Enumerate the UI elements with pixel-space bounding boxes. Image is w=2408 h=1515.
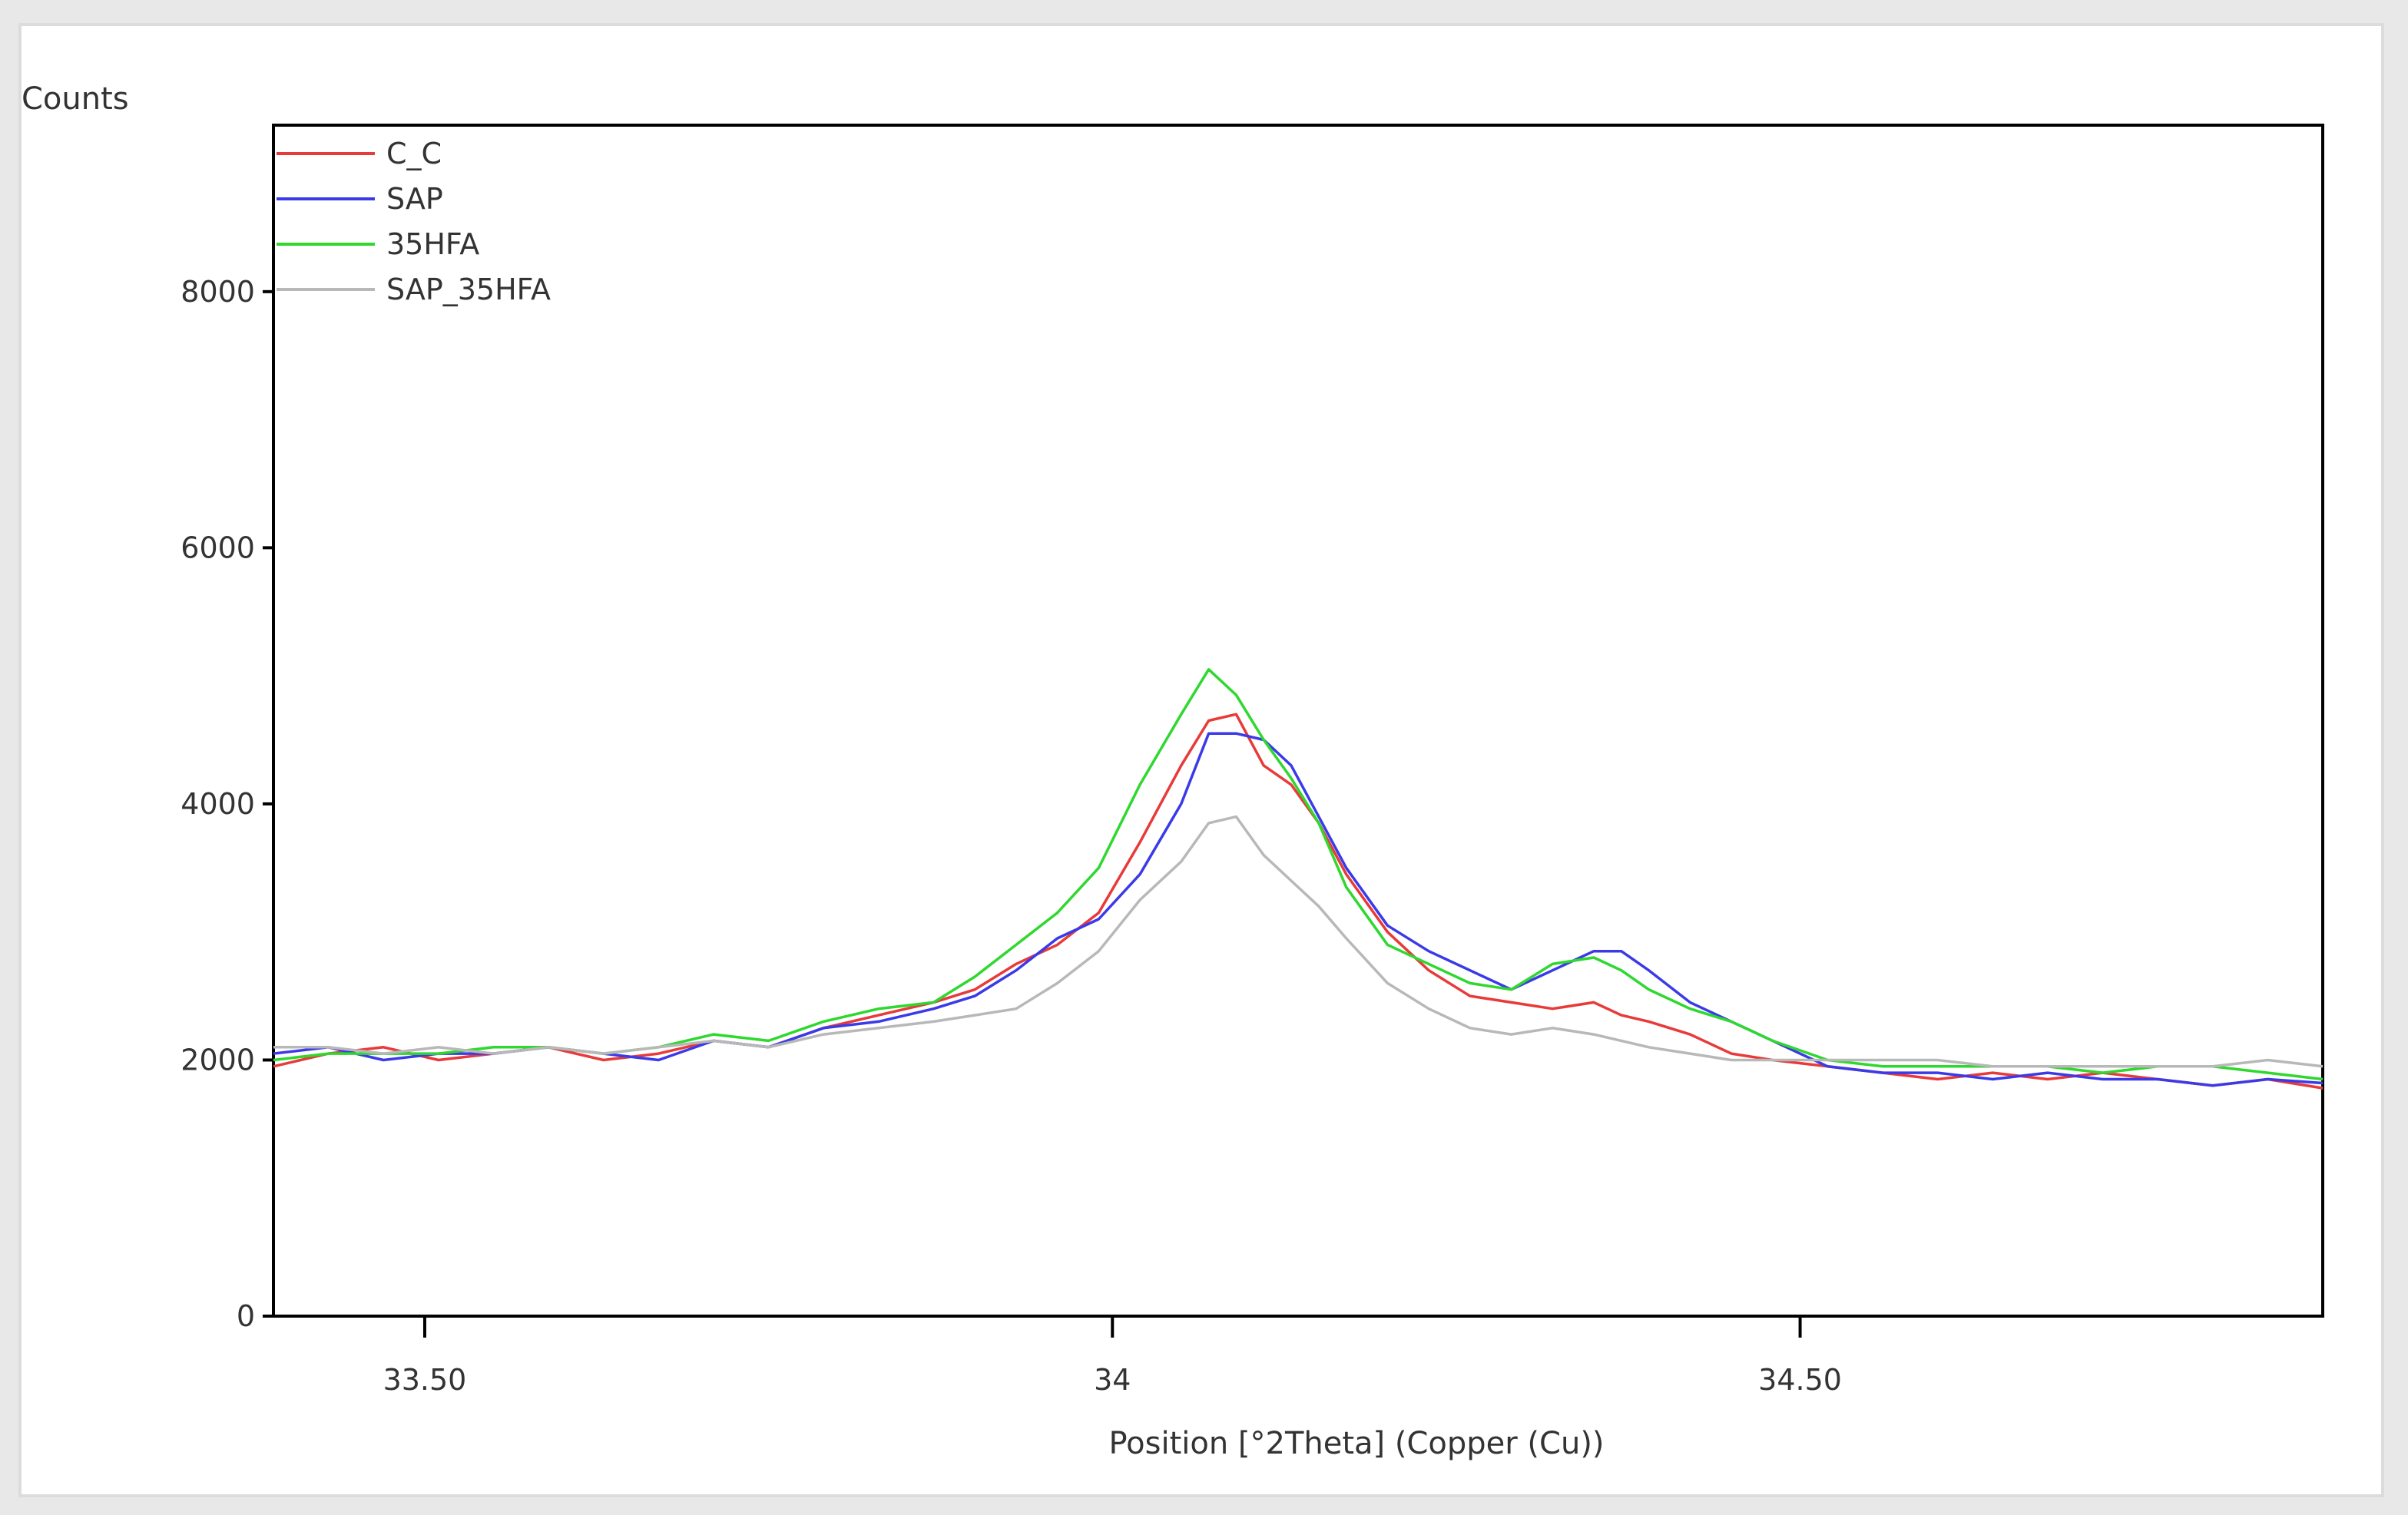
legend-label: 35HFA [386, 227, 479, 261]
series-line-c-c [273, 713, 2324, 1090]
y-tick-label: 4000 [181, 787, 255, 821]
series-line-35hfa [273, 668, 2324, 1081]
x-tick-label: 34 [1094, 1363, 1131, 1397]
y-tick-label: 2000 [181, 1043, 255, 1077]
series-line-sap [273, 732, 2324, 1087]
y-axis: 0 2000 4000 6000 8000 [181, 275, 273, 1333]
y-tick-label: 8000 [181, 275, 255, 309]
y-tick-label: 0 [237, 1299, 255, 1333]
y-tick-label: 6000 [181, 531, 255, 564]
series-line-sap-35hfa [273, 815, 2324, 1068]
legend: C_C SAP 35HFA SAP_35HFA [277, 137, 551, 306]
x-axis: 33.50 34 34.50 [383, 1316, 1842, 1397]
plot-area [272, 124, 2324, 1318]
x-tick-label: 33.50 [383, 1363, 467, 1397]
x-axis-title: Position [°2Theta] (Copper (Cu)) [1108, 1426, 1604, 1461]
y-axis-title: Counts [22, 81, 129, 117]
series-lines [273, 668, 2324, 1090]
x-tick-label: 34.50 [1758, 1363, 1842, 1397]
legend-label: C_C [386, 137, 442, 170]
legend-label: SAP [386, 182, 443, 216]
legend-label: SAP_35HFA [386, 273, 551, 306]
